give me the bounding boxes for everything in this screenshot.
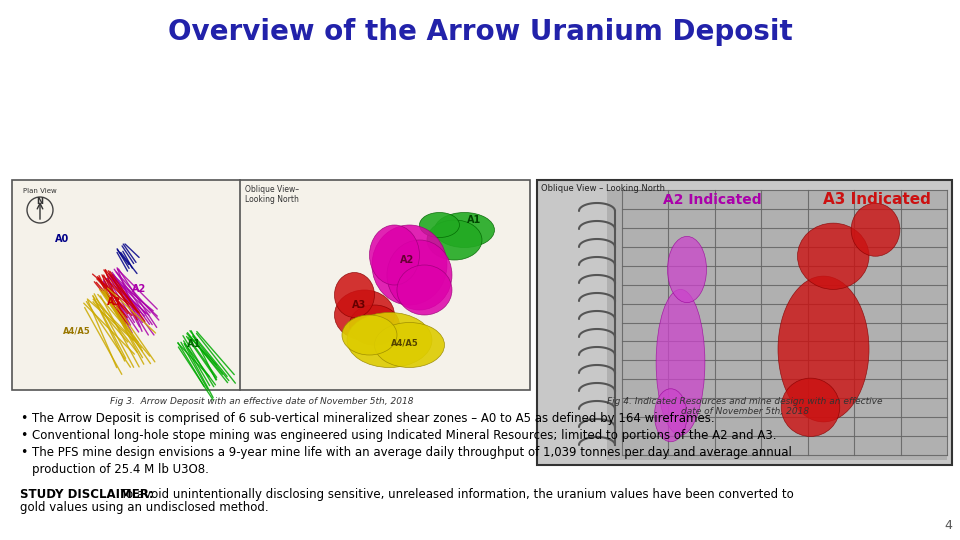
Ellipse shape xyxy=(374,322,444,368)
Ellipse shape xyxy=(420,213,460,238)
Text: A3 Indicated: A3 Indicated xyxy=(823,192,931,207)
Text: •: • xyxy=(20,446,28,459)
Text: Oblique View – Looking North: Oblique View – Looking North xyxy=(541,184,665,193)
Ellipse shape xyxy=(370,225,420,285)
Ellipse shape xyxy=(435,213,494,247)
Text: Oblique View–
Looking North: Oblique View– Looking North xyxy=(245,185,300,205)
Text: A3: A3 xyxy=(107,297,121,307)
Text: 4: 4 xyxy=(944,519,952,532)
Text: production of 25.4 M lb U3O8.: production of 25.4 M lb U3O8. xyxy=(32,463,209,476)
Ellipse shape xyxy=(427,220,482,260)
Text: Plan View: Plan View xyxy=(23,188,57,194)
Ellipse shape xyxy=(397,265,452,315)
Ellipse shape xyxy=(347,313,432,368)
Ellipse shape xyxy=(334,290,395,340)
Text: N: N xyxy=(36,198,43,206)
Text: A2: A2 xyxy=(132,284,146,294)
Text: Conventional long-hole stope mining was engineered using Indicated Mineral Resou: Conventional long-hole stope mining was … xyxy=(32,429,777,442)
Text: To avoid unintentionally disclosing sensitive, unreleased information, the urani: To avoid unintentionally disclosing sens… xyxy=(117,488,794,501)
Ellipse shape xyxy=(781,378,840,436)
Bar xyxy=(12,180,530,390)
Text: gold values using an undisclosed method.: gold values using an undisclosed method. xyxy=(20,501,269,514)
Text: A2 Indicated: A2 Indicated xyxy=(662,193,761,207)
Ellipse shape xyxy=(667,237,707,302)
Text: STUDY DISCLAIMER:: STUDY DISCLAIMER: xyxy=(20,488,154,501)
Text: •: • xyxy=(20,429,28,442)
Text: date of November 5th, 2018: date of November 5th, 2018 xyxy=(681,407,809,416)
Ellipse shape xyxy=(655,389,687,442)
Ellipse shape xyxy=(798,223,869,289)
Ellipse shape xyxy=(387,240,452,310)
Text: A2: A2 xyxy=(400,255,415,265)
Bar xyxy=(537,180,952,465)
Text: Overview of the Arrow Uranium Deposit: Overview of the Arrow Uranium Deposit xyxy=(168,18,792,46)
Text: Fig 3.  Arrow Deposit with an effective date of November 5th, 2018: Fig 3. Arrow Deposit with an effective d… xyxy=(110,397,414,406)
Text: A0: A0 xyxy=(55,234,69,244)
Text: A4/A5: A4/A5 xyxy=(63,327,91,336)
Ellipse shape xyxy=(372,225,447,305)
Ellipse shape xyxy=(852,203,900,256)
Text: •: • xyxy=(20,412,28,425)
Text: The Arrow Deposit is comprised of 6 sub-vertical mineralized shear zones – A0 to: The Arrow Deposit is comprised of 6 sub-… xyxy=(32,412,714,425)
Text: A3: A3 xyxy=(352,300,367,310)
Text: A1: A1 xyxy=(187,339,202,349)
Text: A4/A5: A4/A5 xyxy=(391,339,419,348)
Ellipse shape xyxy=(342,315,397,355)
Bar xyxy=(607,190,947,460)
Text: The PFS mine design envisions a 9-year mine life with an average daily throughpu: The PFS mine design envisions a 9-year m… xyxy=(32,446,792,459)
Ellipse shape xyxy=(778,276,869,422)
Text: A1: A1 xyxy=(468,215,482,225)
Ellipse shape xyxy=(349,305,399,345)
Ellipse shape xyxy=(656,289,705,435)
Ellipse shape xyxy=(334,273,374,318)
Text: Fig 4. Indicated Resources and mine design with an effective: Fig 4. Indicated Resources and mine desi… xyxy=(608,397,883,406)
